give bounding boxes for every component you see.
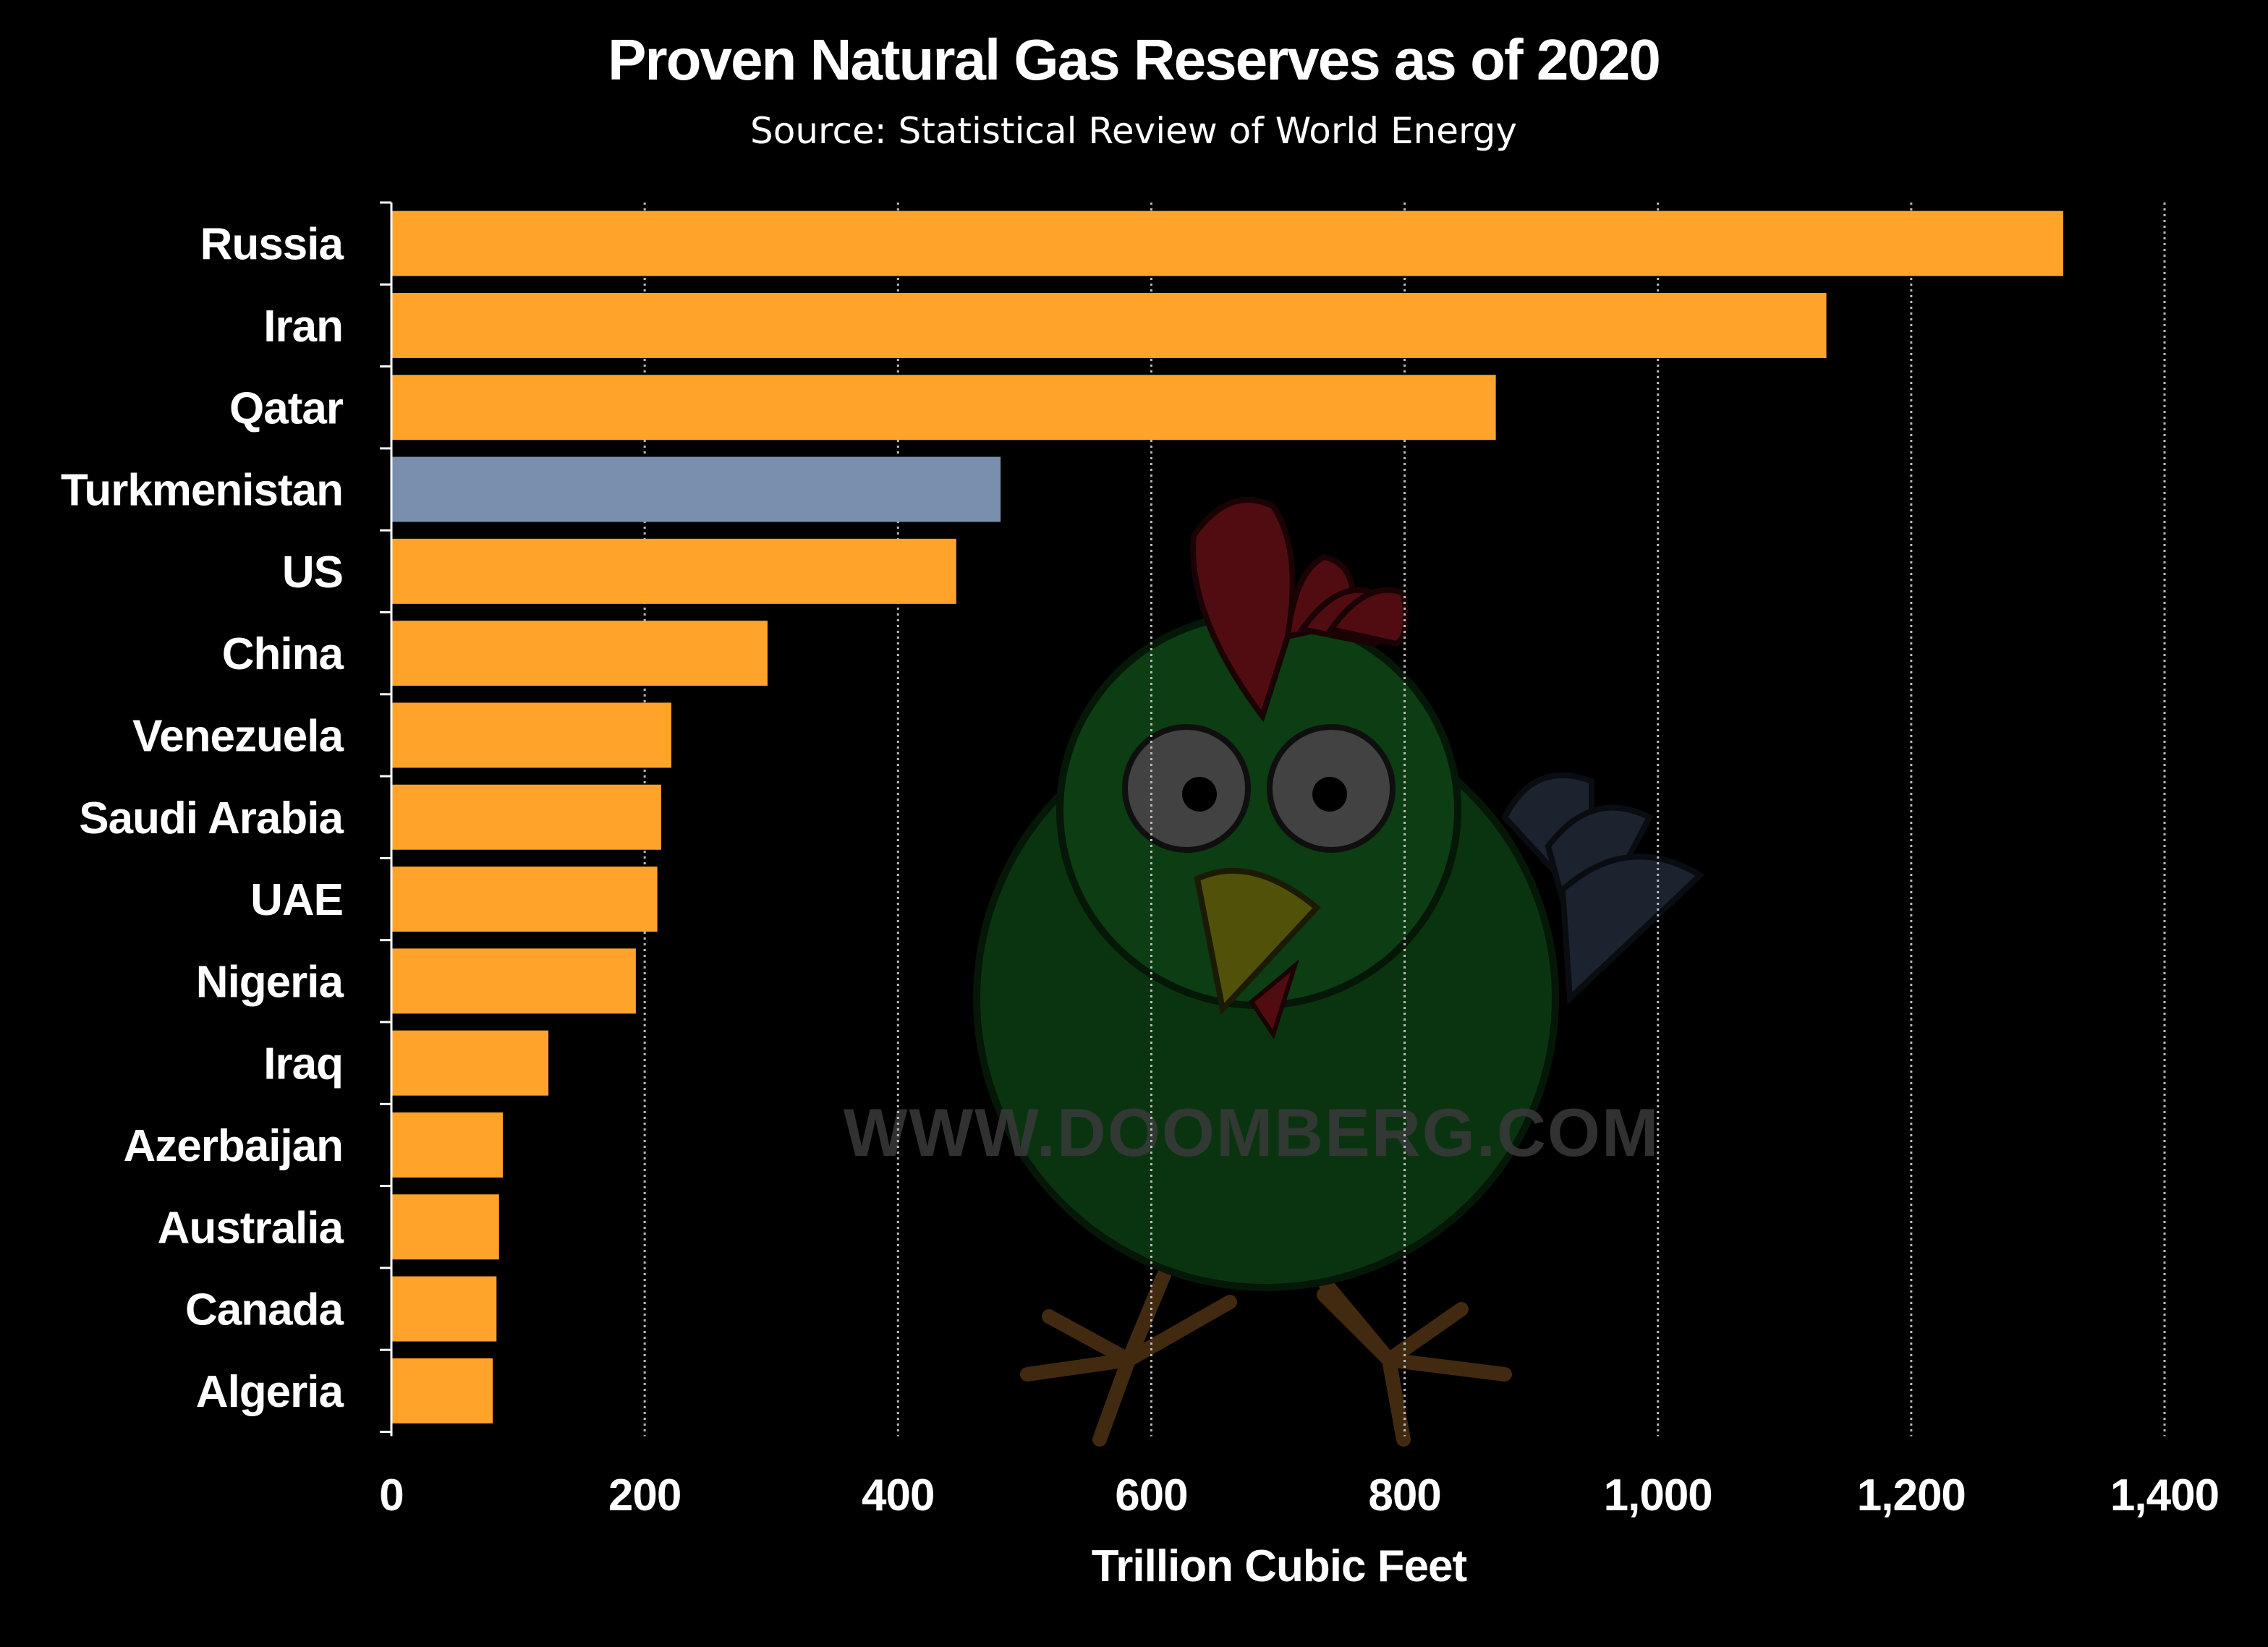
x-tick-label: 0: [379, 1471, 403, 1520]
bar: [391, 1194, 499, 1260]
category-label: Canada: [185, 1285, 344, 1335]
watermark-text: WWW.DOOMBERG.COM: [844, 1094, 1660, 1170]
x-tick-label: 1,400: [2110, 1471, 2219, 1520]
chicken-mascot-icon: [973, 497, 1705, 1447]
bar: [391, 784, 661, 850]
bar: [391, 210, 2063, 276]
bar: [391, 1358, 493, 1423]
x-axis: 0 200 400 600 800 1,000 1,200 1,400: [379, 1471, 2220, 1520]
category-label: Qatar: [229, 383, 344, 433]
bar: [391, 538, 956, 604]
category-label: US: [282, 548, 343, 597]
bar: [391, 1112, 504, 1178]
bar: [391, 292, 1827, 358]
category-label: Saudi Arabia: [79, 793, 344, 843]
x-tick-label: 200: [608, 1471, 681, 1520]
bars: [391, 210, 2063, 1423]
bar: [391, 375, 1496, 441]
chart-title: Proven Natural Gas Reserves as of 2020: [608, 27, 1660, 92]
x-tick-label: 800: [1368, 1471, 1440, 1520]
x-tick-label: 600: [1115, 1471, 1187, 1520]
x-tick-label: 1,000: [1604, 1471, 1712, 1520]
y-axis: Russia Iran Qatar Turkmenistan US China Venezu…: [61, 201, 393, 1437]
bar: [391, 867, 658, 932]
category-label: Nigeria: [196, 957, 344, 1007]
bar: [391, 1030, 549, 1096]
bar: [391, 702, 671, 768]
chart-subtitle: Source: Statistical Review of World Ener…: [750, 110, 1517, 152]
bar: [391, 948, 636, 1014]
x-tick-label: 400: [862, 1471, 934, 1520]
category-label: Algeria: [196, 1367, 344, 1417]
category-label: Iraq: [263, 1039, 343, 1089]
category-label: Venezuela: [132, 711, 344, 761]
bar: [391, 456, 1001, 522]
bar: [391, 621, 768, 686]
category-label: China: [222, 629, 344, 679]
category-label: Russia: [200, 220, 344, 270]
category-label: Iran: [263, 302, 343, 352]
category-label: Azerbaijan: [123, 1121, 343, 1171]
category-label: Australia: [158, 1203, 344, 1253]
category-label: UAE: [250, 875, 343, 925]
bar: [391, 1276, 497, 1342]
x-axis-label: Trillion Cubic Feet: [1092, 1541, 1467, 1591]
category-label: Turkmenistan: [61, 466, 343, 516]
x-tick-label: 1,200: [1857, 1471, 1966, 1520]
